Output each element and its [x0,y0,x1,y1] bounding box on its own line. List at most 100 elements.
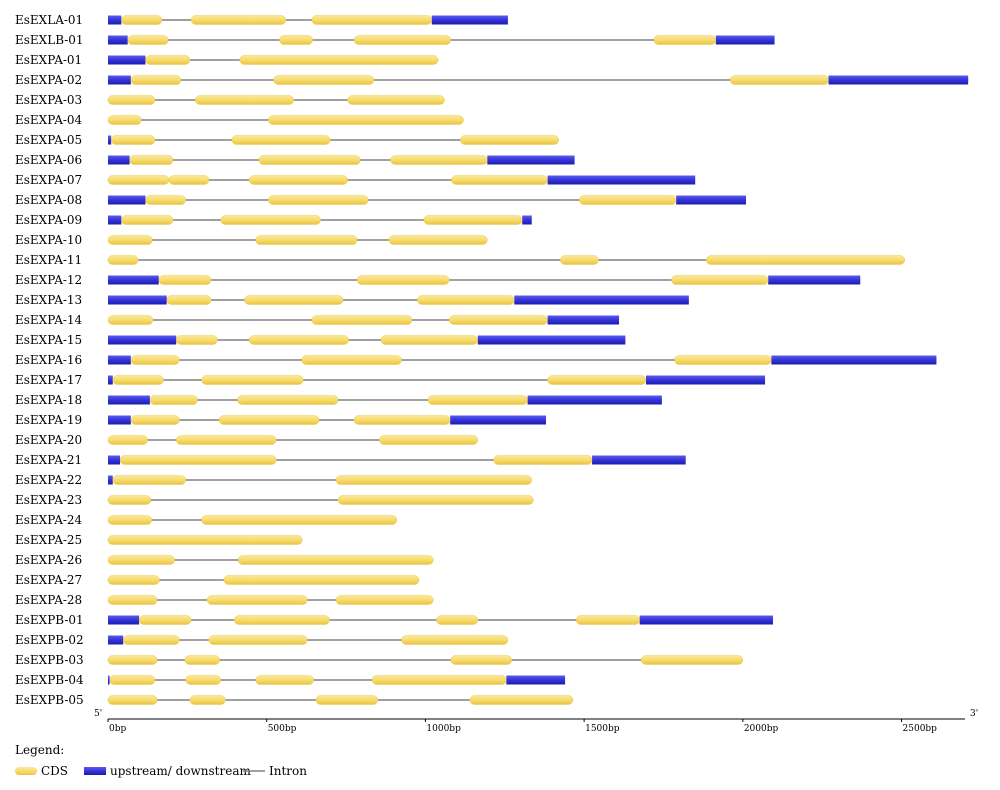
gene-label: EsEXPA-25 [15,533,82,547]
gene-label: EsEXPA-05 [15,133,82,147]
gene-label: EsEXPA-12 [15,273,82,287]
gene-row: EsEXPA-04 [15,113,464,127]
gene-label: EsEXPA-13 [15,293,82,307]
cds-segment [149,395,198,405]
gene-label: EsEXPA-23 [15,493,82,507]
legend-cds-swatch [15,767,37,775]
utr-segment [108,135,112,145]
legend-intron-label: Intron [269,764,307,778]
gene-row: EsEXPA-05 [15,133,559,147]
cds-segment [107,695,158,705]
cds-segment [107,315,154,325]
gene-row: EsEXPA-01 [15,53,439,67]
gene-row: EsEXPA-13 [15,293,689,307]
cds-segment [123,635,180,645]
cds-segment [127,35,169,45]
cds-segment [130,415,180,425]
cds-segment [138,615,192,625]
gene-label: EsEXPA-18 [15,393,82,407]
gene-label: EsEXPB-03 [15,653,84,667]
cds-segment [401,635,509,645]
cds-segment [417,295,515,305]
cds-segment [223,575,420,585]
cds-segment [206,595,308,605]
gene-row: EsEXPA-18 [15,393,662,407]
cds-segment [353,415,451,425]
utr-segment [828,75,969,85]
cds-segment [335,475,532,485]
axis-tick-label: 2500bp [903,724,938,734]
utr-segment [108,395,150,405]
gene-row: EsEXPB-05 [15,693,574,707]
utr-segment [547,175,696,185]
axis-tick-label: 0bp [109,724,126,734]
gene-row: EsEXPA-24 [15,513,398,527]
gene-label: EsEXPA-16 [15,353,82,367]
cds-segment [268,195,369,205]
gene-label: EsEXPB-05 [15,693,84,707]
gene-label: EsEXPA-02 [15,73,82,87]
utr-segment [108,155,130,165]
cds-segment [168,175,210,185]
cds-segment [641,655,744,665]
utr-segment [592,455,686,465]
cds-segment [671,275,769,285]
cds-segment [451,175,548,185]
gene-row: EsEXPA-12 [15,273,861,287]
cds-segment [353,35,452,45]
utr-segment [646,375,766,385]
gene-label: EsEXPB-01 [15,613,84,627]
cds-segment [427,395,528,405]
cds-segment [112,475,186,485]
gene-row: EsEXPA-26 [15,553,434,567]
cds-segment [184,655,220,665]
gene-row: EsEXLA-01 [15,13,508,27]
gene-label: EsEXPA-01 [15,53,82,67]
cds-segment [234,615,330,625]
legend: Legend: CDS upstream/ downstream Intron [15,743,307,778]
cds-segment [706,255,905,265]
cds-segment [107,535,303,545]
cds-segment [107,595,158,605]
utr-segment [514,295,689,305]
cds-segment [237,395,339,405]
utr-segment [108,195,146,205]
utr-segment [431,15,508,25]
utr-segment [108,55,146,65]
cds-segment [158,275,212,285]
cds-segment [176,435,277,445]
cds-segment [121,215,174,225]
gene-row: EsEXPA-25 [15,533,303,547]
cds-segment [201,515,398,525]
gene-label: EsEXPA-07 [15,173,82,187]
gene-row: EsEXPA-15 [15,333,626,347]
gene-label: EsEXPA-21 [15,453,82,467]
cds-segment [109,675,156,685]
cds-segment [129,155,174,165]
cds-segment [337,495,534,505]
utr-segment [527,395,662,405]
cds-segment [436,615,478,625]
cds-segment [220,215,321,225]
cds-segment [249,335,349,345]
cds-segment [380,335,478,345]
cds-segment [195,95,294,105]
gene-row: EsEXPA-28 [15,593,434,607]
gene-row: EsEXPA-21 [15,453,686,467]
cds-segment [547,375,647,385]
gene-row: EsEXPA-03 [15,93,445,107]
cds-segment [493,455,593,465]
cds-segment [301,355,402,365]
gene-row: EsEXPB-01 [15,613,773,627]
utr-segment [108,15,122,25]
gene-rows: EsEXLA-01 EsEXLB-01 EsEXPA-01 EsEXPA-02 EsEX… [15,13,969,707]
utr-segment [108,615,140,625]
cds-segment [119,455,277,465]
cds-segment [185,675,221,685]
cds-segment [249,175,348,185]
gene-row: EsEXPA-11 [15,253,905,267]
cds-segment [110,135,156,145]
cds-segment [145,55,191,65]
cds-segment [423,215,523,225]
utr-segment [522,215,532,225]
